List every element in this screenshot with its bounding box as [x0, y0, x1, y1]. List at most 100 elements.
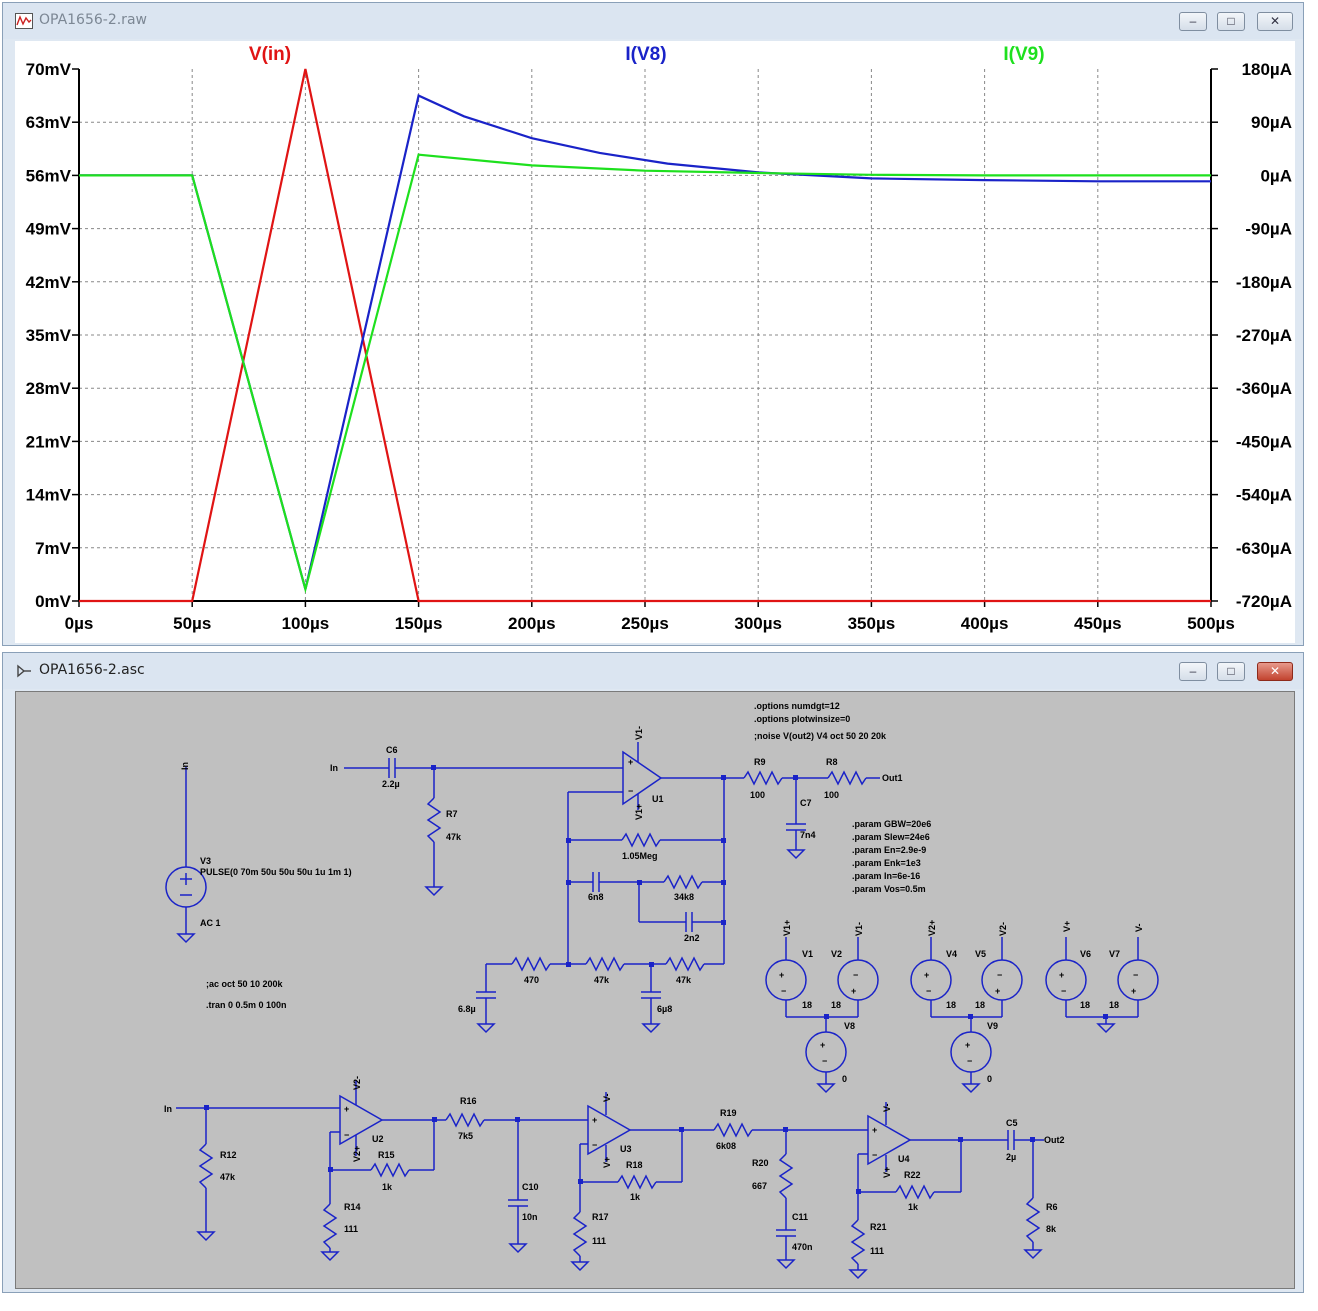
y-left-tick-label: 0mV: [35, 592, 72, 611]
svg-text:V2+: V2+: [927, 920, 937, 936]
y-left-tick-label: 56mV: [26, 166, 72, 185]
svg-text:V1+: V1+: [634, 804, 644, 820]
svg-text:C10: C10: [522, 1182, 539, 1192]
svg-text:C6: C6: [386, 745, 398, 755]
stage-2-circuit[interactable]: In R12 47k + − V2- V2+ U2: [164, 1076, 1065, 1280]
svg-text:R16: R16: [460, 1096, 477, 1106]
schematic-close-button[interactable]: ✕: [1257, 662, 1293, 681]
svg-text:−: −: [1133, 970, 1138, 980]
directive-noise[interactable]: ;noise V(out2) V4 oct 50 20 20k: [754, 731, 887, 741]
schematic-canvas[interactable]: .w { stroke:#1a23c8; stroke-width:1.5; f…: [15, 691, 1295, 1289]
net-label-out1: Out1: [882, 773, 903, 783]
svg-text:−: −: [872, 1150, 877, 1160]
svg-text:18: 18: [831, 1000, 841, 1010]
svg-text:0: 0: [842, 1074, 847, 1084]
svg-text:V1+: V1+: [782, 920, 792, 936]
series-line-iv9: [79, 153, 1211, 594]
waveform-titlebar[interactable]: OPA1656-2.raw – □ ✕: [3, 3, 1303, 39]
y-right-tick-label: 0µA: [1260, 166, 1292, 185]
waveform-maximize-button[interactable]: □: [1217, 12, 1245, 31]
svg-text:R7: R7: [446, 809, 458, 819]
minimize-icon: –: [1189, 664, 1197, 678]
schematic-maximize-button[interactable]: □: [1217, 662, 1245, 681]
legend-entry-iv9: I(V9): [1003, 44, 1044, 65]
schematic-window-title: OPA1656-2.asc: [39, 662, 145, 678]
supply-v1-v2-v8[interactable]: + − − + + − V1+ V1- V1 V2 18 18 V8 0: [765, 920, 879, 1094]
schematic-drawing[interactable]: .w { stroke:#1a23c8; stroke-width:1.5; f…: [16, 692, 1296, 1290]
x-tick-label: 100µs: [282, 614, 330, 633]
svg-text:C11: C11: [792, 1212, 808, 1222]
y-left-tick-label: 28mV: [26, 379, 72, 398]
svg-text:V7: V7: [1109, 949, 1120, 959]
legend-entry-vin: V(in): [249, 44, 291, 65]
directive-options-2[interactable]: .options plotwinsize=0: [754, 714, 850, 724]
directive-params[interactable]: .param GBW=20e6 .param Slew=24e6 .param …: [852, 819, 931, 894]
waveform-minimize-button[interactable]: –: [1179, 12, 1207, 31]
svg-text:U1: U1: [652, 794, 664, 804]
directive-tran[interactable]: .tran 0 0.5m 0 100n: [206, 1000, 287, 1010]
svg-text:18: 18: [975, 1000, 985, 1010]
svg-text:18: 18: [802, 1000, 812, 1010]
x-tick-label: 150µs: [395, 614, 443, 633]
svg-text:−: −: [344, 1130, 349, 1140]
x-tick-label: 500µs: [1187, 614, 1235, 633]
directive-ac[interactable]: ;ac oct 50 10 200k: [206, 979, 284, 989]
svg-text:V2-: V2-: [998, 922, 1008, 936]
svg-text:V2-: V2-: [352, 1076, 362, 1090]
v3-ac: AC 1: [200, 918, 221, 928]
maximize-icon: □: [1227, 14, 1235, 28]
supply-v4-v5-v9[interactable]: + − − + + − V2+ V2- V4 V5 18 18 V9 0: [910, 920, 1023, 1094]
svg-text:+: +: [592, 1115, 597, 1125]
svg-text:1.05Meg: 1.05Meg: [622, 851, 658, 861]
waveform-app-icon: [15, 13, 33, 29]
svg-text:U3: U3: [620, 1144, 632, 1154]
svg-text:47k: 47k: [594, 975, 610, 985]
x-tick-label: 250µs: [621, 614, 669, 633]
svg-text:V2+: V2+: [352, 1146, 362, 1162]
net-label-out2: Out2: [1044, 1135, 1065, 1145]
y-left-tick-label: 7mV: [35, 539, 72, 558]
y-right-tick-label: -450µA: [1236, 432, 1292, 451]
source-v3[interactable]: In V3 PULSE(0 70m 50u 50u 50u 1u 1m 1) A…: [165, 762, 352, 944]
x-tick-label: 400µs: [961, 614, 1009, 633]
stage-1-circuit[interactable]: In C6 2.2µ R7 47k + − V1-: [330, 726, 903, 1034]
svg-text:111: 111: [592, 1236, 606, 1246]
svg-text:R15: R15: [378, 1150, 395, 1160]
svg-text:V1-: V1-: [854, 922, 864, 936]
y-left-tick-label: 21mV: [26, 432, 72, 451]
svg-text:V4: V4: [946, 949, 957, 959]
svg-text:34k8: 34k8: [674, 892, 694, 902]
schematic-minimize-button[interactable]: –: [1179, 662, 1207, 681]
waveform-plot-area[interactable]: 0µs 50µs 100µs 150µs 200µs 250µs 300µs 350µs 400…: [15, 41, 1295, 643]
svg-text:111: 111: [870, 1246, 884, 1256]
svg-text:V-: V-: [1134, 923, 1144, 932]
y-right-tick-label: -270µA: [1236, 326, 1292, 345]
svg-text:.param Vos=0.5m: .param Vos=0.5m: [852, 884, 926, 894]
y-left-tick-label: 49mV: [26, 220, 72, 239]
svg-text:100: 100: [824, 790, 839, 800]
svg-text:−: −: [926, 986, 931, 996]
svg-text:−: −: [592, 1140, 597, 1150]
v3-ref: V3: [200, 856, 211, 866]
net-label-in: In: [330, 763, 338, 773]
waveform-window: OPA1656-2.raw – □ ✕ 0µs 50µs 100µs 150µs 200…: [2, 2, 1304, 646]
svg-text:47k: 47k: [676, 975, 692, 985]
directive-options-1[interactable]: .options numdgt=12: [754, 701, 840, 711]
svg-text:V+: V+: [602, 1157, 612, 1168]
y-left-tick-label: 63mV: [26, 113, 72, 132]
svg-text:−: −: [1061, 986, 1066, 996]
schematic-titlebar[interactable]: OPA1656-2.asc – □ ✕: [3, 653, 1303, 689]
svg-text:+: +: [1059, 970, 1064, 980]
y-right-tick-label: -720µA: [1236, 592, 1292, 611]
supply-v6-v7[interactable]: + − − + V+ V- V6 V7 18 18: [1045, 921, 1159, 1034]
svg-text:0: 0: [987, 1074, 992, 1084]
waveform-chart[interactable]: 0µs 50µs 100µs 150µs 200µs 250µs 300µs 350µs 400…: [15, 41, 1295, 643]
svg-text:C5: C5: [1006, 1118, 1018, 1128]
svg-text:18: 18: [1080, 1000, 1090, 1010]
y-right-tick-label: -540µA: [1236, 486, 1292, 505]
waveform-close-button[interactable]: ✕: [1257, 12, 1293, 31]
svg-text:+: +: [965, 1040, 970, 1050]
svg-text:667: 667: [752, 1181, 767, 1191]
svg-text:−: −: [997, 970, 1002, 980]
y-right-tick-label: -180µA: [1236, 273, 1292, 292]
